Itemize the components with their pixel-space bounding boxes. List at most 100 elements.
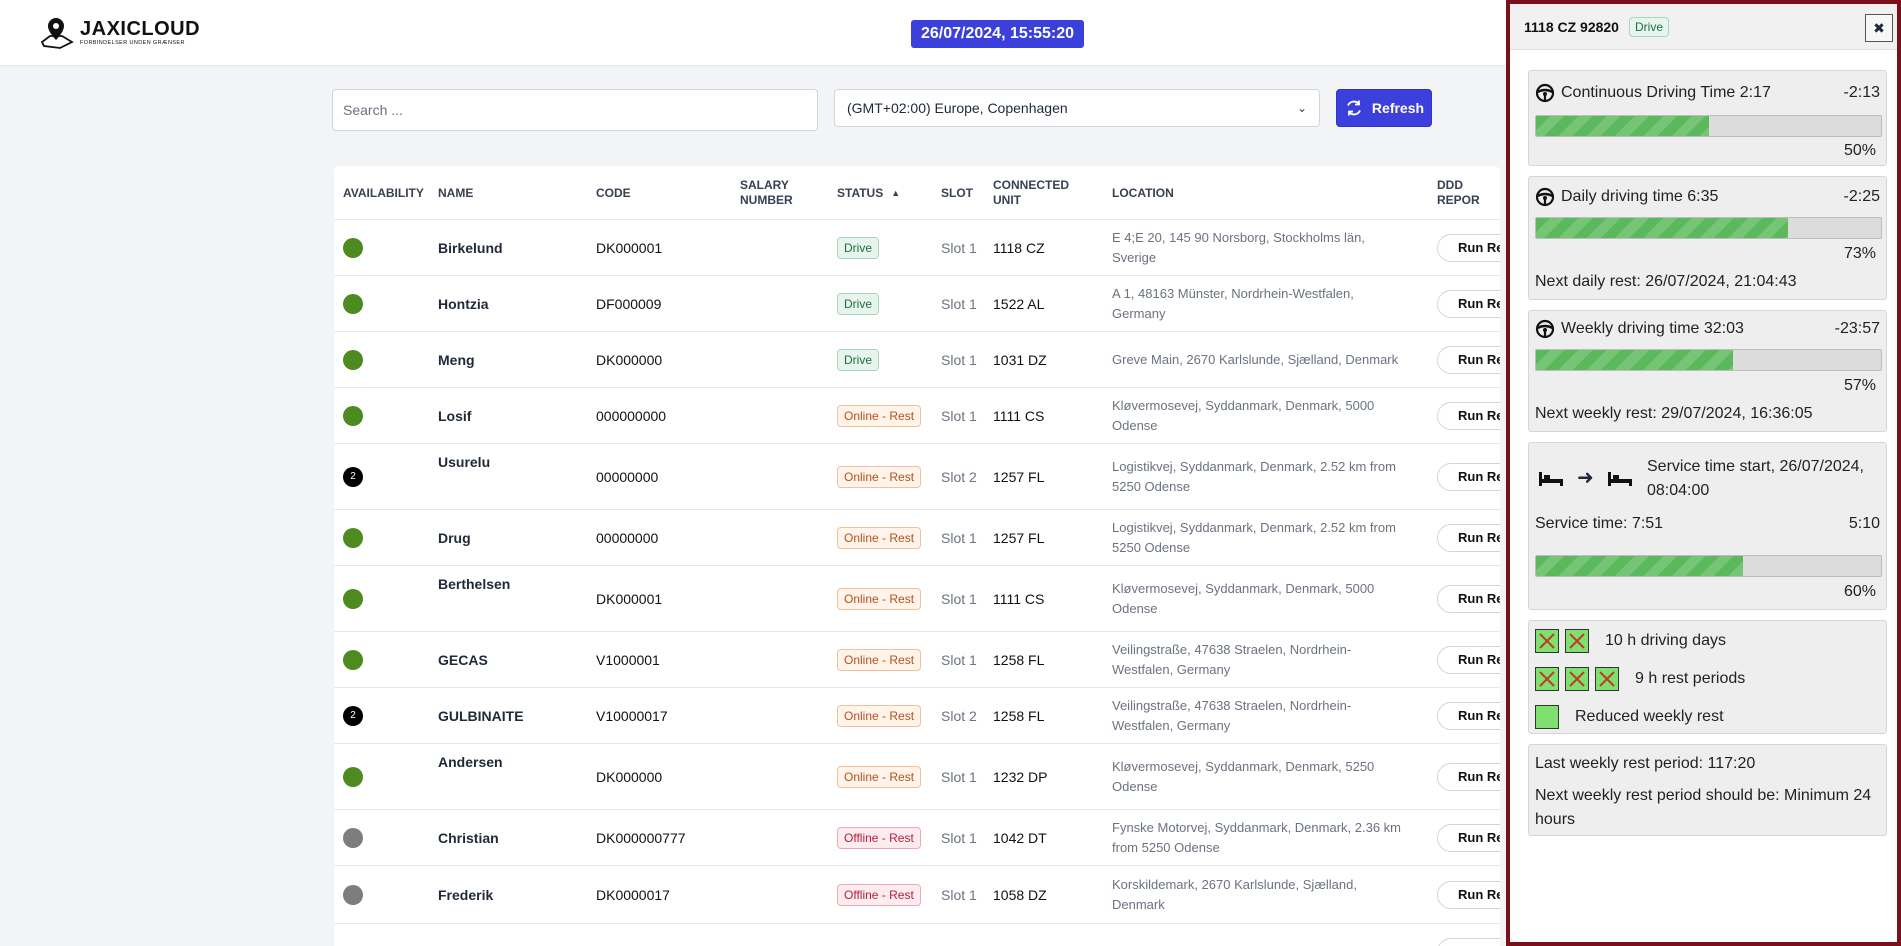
run-report-button[interactable]: Run Re	[1437, 289, 1500, 318]
slot-value: Slot 2	[941, 707, 977, 724]
driver-code: DK000000	[596, 768, 663, 785]
run-report-button[interactable]: Run Re	[1437, 584, 1500, 613]
driver-name[interactable]: Usurelu	[438, 454, 491, 470]
connected-unit[interactable]: 1522 AL	[993, 295, 1045, 312]
run-report-button[interactable]: Run Re	[1437, 345, 1500, 374]
logo-subtitle: FORBINDELSER UNDEN GRÆNSER	[80, 40, 185, 46]
search-input[interactable]	[332, 89, 818, 131]
driver-name[interactable]: Christian	[438, 829, 499, 846]
refresh-button[interactable]: Refresh	[1336, 89, 1432, 127]
slot-value: Slot 1	[941, 295, 977, 312]
table-row[interactable]: Berthelsen DK000001 Online - Rest Slot 1 111…	[334, 566, 1500, 632]
driver-name[interactable]: GULBINAITE	[438, 707, 524, 724]
run-report-button[interactable]: Run Re	[1437, 233, 1500, 262]
col-name[interactable]: NAME	[438, 185, 474, 200]
run-report-button[interactable]: Run Re	[1437, 762, 1500, 791]
table-row[interactable]: Frederik DK0000017 Offline - Rest Slot 1 105…	[334, 866, 1500, 924]
location-line2: Westfalen, Germany	[1112, 717, 1231, 733]
status-badge: Offline - Rest	[837, 883, 921, 906]
run-report-label: Run Re	[1458, 296, 1500, 311]
table-row[interactable]: 2 GULBINAITE V10000017 Online - Rest Slot 2 1…	[334, 688, 1500, 744]
run-report-button[interactable]: Run Re	[1437, 645, 1500, 674]
driver-name[interactable]: Drug	[438, 529, 471, 546]
connected-unit[interactable]: 1257 FL	[993, 468, 1045, 485]
run-report-button[interactable]: Run Report	[1437, 937, 1500, 946]
availability-count-icon: 2	[343, 705, 363, 726]
table-row[interactable]: 2 Usurelu 00000000 Online - Rest Slot 2 1257 …	[334, 444, 1500, 510]
current-datetime: 26/07/2024, 15:55:20	[911, 20, 1085, 48]
continuous-remaining: -2:13	[1843, 84, 1880, 101]
connected-unit[interactable]: 1031 DZ	[993, 351, 1047, 368]
location-line1: Kløvermosevej, Syddanmark, Denmark, 5250	[1112, 758, 1375, 774]
connected-unit[interactable]: 1258 FL	[993, 651, 1045, 668]
table-row[interactable]: Logistikvej, Syddanmark, Denmark, 2.51 k…	[334, 924, 1500, 946]
connected-unit[interactable]: 1232 DP	[993, 768, 1048, 785]
connected-unit[interactable]: 1111 CS	[993, 590, 1045, 607]
table-row[interactable]: Andersen DK000000 Online - Rest Slot 1 1232 …	[334, 744, 1500, 810]
col-salary-number[interactable]: SALARY NUMBER	[740, 166, 793, 220]
connected-unit[interactable]: 1258 FL	[993, 707, 1045, 724]
connected-unit[interactable]: 1257 FL	[993, 529, 1045, 546]
run-report-button[interactable]: Run Re	[1437, 823, 1500, 852]
location-line2: Odense	[1112, 417, 1158, 433]
status-badge: Online - Rest	[837, 765, 922, 788]
timezone-select[interactable]: (GMT+02:00) Europe, Copenhagen ⌄	[834, 89, 1320, 127]
app-logo[interactable]: JAXICLOUD FORBINDELSER UNDEN GRÆNSER	[40, 16, 200, 50]
run-report-button[interactable]: Run Re	[1437, 701, 1500, 730]
status-badge: Drive	[837, 292, 880, 315]
col-connected-unit[interactable]: CONNECTED UNIT	[993, 166, 1069, 220]
col-slot[interactable]: SLOT	[941, 185, 973, 200]
slot-value: Slot 2	[941, 468, 977, 485]
connected-unit[interactable]: 1111 CS	[993, 407, 1045, 424]
steering-wheel-icon	[1535, 83, 1555, 103]
run-report-label: Run Re	[1458, 469, 1500, 484]
driver-name[interactable]: Birkelund	[438, 239, 503, 256]
weekly-remaining: -23:57	[1834, 320, 1880, 337]
table-row[interactable]: Drug 00000000 Online - Rest Slot 1 1257 FL Lo…	[334, 510, 1500, 566]
location-line1: Logistikvej, Syddanmark, Denmark, 2.52 k…	[1112, 519, 1396, 535]
connected-unit[interactable]: 1118 CZ	[993, 239, 1045, 256]
connected-unit[interactable]: 1042 DT	[993, 829, 1047, 846]
run-report-button[interactable]: Run Re	[1437, 462, 1500, 491]
driver-name[interactable]: Berthelsen	[438, 576, 511, 592]
table-row[interactable]: GECAS V1000001 Online - Rest Slot 1 1258 FL V…	[334, 632, 1500, 688]
vehicle-plate: 1118 CZ 92820	[1524, 18, 1619, 35]
steering-wheel-icon	[1535, 319, 1555, 339]
table-header: AVAILABILITY NAME CODE SALARY NUMBER STA…	[334, 166, 1500, 220]
service-progress-bar	[1535, 555, 1882, 577]
connected-unit[interactable]: 1058 DZ	[993, 886, 1047, 903]
refresh-icon	[1347, 100, 1361, 116]
driver-name[interactable]: Hontzia	[438, 295, 489, 312]
status-badge: Drive	[1628, 16, 1669, 37]
table-row[interactable]: Losif 000000000 Online - Rest Slot 1 1111 CS…	[334, 388, 1500, 444]
driving-days-row: 10 h driving days	[1535, 629, 1726, 653]
driver-name[interactable]: Losif	[438, 407, 472, 424]
timezone-value: (GMT+02:00) Europe, Copenhagen	[847, 100, 1068, 116]
close-button[interactable]: ✖	[1865, 14, 1893, 42]
location-line1: Veilingstraße, 47638 Straelen, Nordrhein…	[1112, 641, 1352, 657]
driver-name[interactable]: Andersen	[438, 754, 503, 770]
driver-name[interactable]: Meng	[438, 351, 475, 368]
run-report-button[interactable]: Run Re	[1437, 880, 1500, 909]
col-status[interactable]: STATUS ▲	[837, 166, 900, 220]
location-text: Logistikvej, Syddanmark, Denmark, 2.51 k…	[1112, 942, 1422, 946]
availability-offline-icon	[343, 884, 363, 905]
status-badge: Online - Rest	[837, 704, 922, 727]
col-location[interactable]: LOCATION	[1112, 185, 1174, 200]
run-report-label: Run Re	[1458, 830, 1500, 845]
slot-value: Slot 1	[941, 239, 977, 256]
driver-name[interactable]: GECAS	[438, 651, 488, 668]
table-row[interactable]: Hontzia DF000009 Drive Slot 1 1522 AL A 1, 48…	[334, 276, 1500, 332]
service-start-line2: 08:04:00	[1647, 482, 1710, 499]
driver-name[interactable]: Frederik	[438, 886, 494, 903]
run-report-button[interactable]: Run Re	[1437, 523, 1500, 552]
table-row[interactable]: Birkelund DK000001 Drive Slot 1 1118 CZ E 4;E…	[334, 220, 1500, 276]
run-report-button[interactable]: Run Re	[1437, 401, 1500, 430]
col-availability[interactable]: AVAILABILITY	[343, 185, 424, 200]
table-row[interactable]: Christian DK000000777 Offline - Rest Slot 1…	[334, 810, 1500, 866]
run-report-label: Run Re	[1458, 530, 1500, 545]
logo-title: JAXICLOUD	[80, 18, 201, 40]
col-code[interactable]: CODE	[596, 185, 631, 200]
table-row[interactable]: Meng DK000000 Drive Slot 1 1031 DZ Greve Main…	[334, 332, 1500, 388]
col-ddd-report[interactable]: DDD REPOR	[1437, 178, 1480, 207]
